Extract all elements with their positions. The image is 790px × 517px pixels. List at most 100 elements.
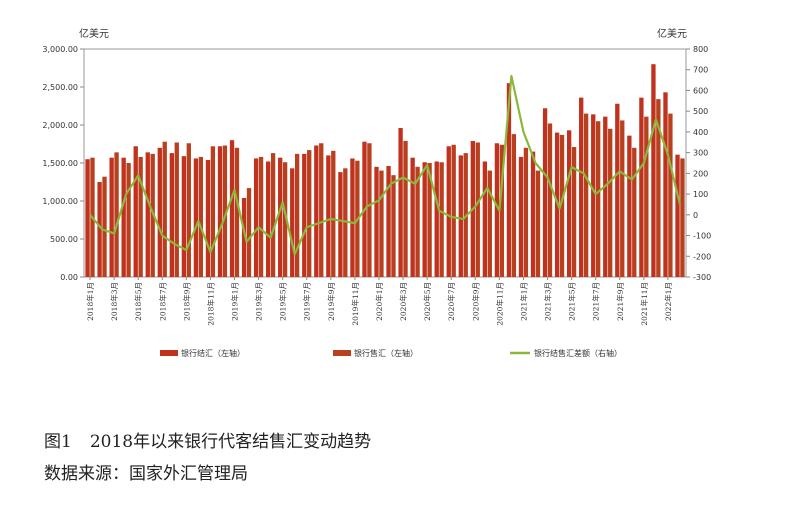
bar-settlement [651, 64, 656, 277]
right-tick-label: 800 [693, 45, 708, 54]
bar-settlement [229, 140, 235, 277]
bar-sales [222, 145, 228, 277]
bar-settlement [205, 159, 211, 277]
bar-settlement [157, 147, 162, 277]
bar-sales [596, 121, 601, 277]
left-tick-label: 500.00 [50, 235, 78, 244]
x-tick-label: 2018年9月 [181, 282, 191, 321]
figure-title: 2018年以来银行代客结售汇变动趋势 [89, 432, 372, 452]
line-series [89, 74, 682, 256]
legend-swatch [333, 350, 351, 356]
legend-label: 银行售汇（左轴） [354, 348, 418, 358]
figure-number: 图1 [44, 432, 72, 452]
bar-sales [415, 166, 420, 277]
bar-sales [367, 143, 372, 277]
bar-settlement [278, 157, 283, 277]
bar-sales [295, 153, 300, 277]
x-tick-label: 2019年7月 [302, 282, 312, 321]
bar-sales [559, 134, 565, 277]
bar-settlement [350, 158, 355, 277]
x-tick-label: 2018年5月 [133, 282, 143, 321]
bar-settlement [603, 116, 608, 277]
left-tick-label: 0.00 [60, 273, 78, 282]
right-tick-label: 200 [693, 169, 708, 178]
chart: 亿美元 亿美元 0.00 500.00 1,000.00 1,500.00 2,000.… [42, 27, 711, 358]
bar-sales [523, 147, 529, 277]
bar-settlement [253, 158, 259, 277]
axes: 亿美元 亿美元 0.00 500.00 1,000.00 1,500.00 2,000.… [42, 27, 711, 326]
bar-sales [150, 153, 155, 277]
bar-sales [391, 175, 396, 277]
bar-sales [451, 144, 456, 277]
x-tick-label: 2021年5月 [567, 282, 577, 321]
bar-settlement [314, 145, 319, 277]
bar-settlement [434, 161, 439, 277]
bar-sales [403, 140, 408, 277]
left-tick-label: 1,000.00 [42, 197, 78, 206]
bar-settlement [615, 103, 620, 277]
x-tick-label: 2021年9月 [615, 282, 625, 321]
bar-settlement [518, 156, 524, 277]
right-tick-label: -200 [693, 252, 711, 261]
bar-settlement [241, 197, 247, 277]
right-tick-label: 700 [693, 66, 708, 75]
bar-settlement [290, 168, 295, 277]
bar-settlement [542, 108, 548, 277]
bar-settlement [181, 156, 187, 277]
bar-sales [162, 141, 167, 277]
bar-sales [427, 163, 432, 277]
bar-settlement [579, 97, 584, 277]
right-tick-label: 100 [693, 190, 708, 199]
bar-sales [307, 150, 312, 277]
right-tick-label: -300 [693, 273, 711, 282]
bar-settlement [217, 146, 223, 277]
bar-settlement [169, 153, 174, 277]
bar-settlement [145, 152, 150, 277]
x-tick-label: 2020年7月 [446, 282, 456, 321]
bar-sales [331, 150, 336, 277]
bar-settlement [398, 128, 403, 277]
bar-sales [234, 147, 240, 277]
bar-series [85, 64, 685, 277]
x-tick-label: 2019年5月 [278, 282, 288, 321]
right-tick-label: 300 [693, 149, 708, 158]
x-tick-label: 2022年1月 [663, 282, 673, 321]
bar-settlement [591, 114, 596, 277]
bar-sales [680, 158, 685, 277]
legend: 银行结汇（左轴） 银行售汇（左轴） 银行结售汇差额（右轴） [160, 348, 622, 358]
bar-sales [547, 123, 553, 277]
x-tick-label: 2021年11月 [639, 282, 649, 326]
left-tick-label: 2,000.00 [42, 121, 78, 130]
bar-settlement [639, 97, 644, 277]
x-tick-label: 2018年7月 [157, 282, 167, 321]
bar-settlement [530, 151, 536, 277]
bar-sales [379, 170, 384, 277]
bar-settlement [627, 135, 632, 277]
bar-sales [511, 134, 517, 277]
x-tick-label: 2019年3月 [254, 282, 264, 321]
x-tick-label: 2020年9月 [470, 282, 480, 321]
bar-settlement [326, 155, 331, 277]
bar-sales [644, 116, 649, 277]
data-source: 数据来源：国家外汇管理局 [44, 464, 248, 484]
legend-item: 银行售汇（左轴） [333, 348, 418, 358]
bar-settlement [133, 146, 138, 277]
bar-sales [656, 99, 661, 277]
x-tick-label: 2020年5月 [422, 282, 432, 321]
x-tick-label: 2019年1月 [230, 282, 240, 321]
left-tick-label: 1,500.00 [42, 159, 78, 168]
bar-sales [499, 144, 505, 277]
bar-sales [319, 143, 324, 277]
bar-sales [258, 156, 264, 277]
bar-settlement [121, 157, 126, 277]
bar-settlement [506, 83, 512, 277]
bar-settlement [374, 166, 379, 277]
right-tick-label: 0 [693, 211, 698, 220]
x-tick-label: 2018年11月 [205, 282, 215, 326]
right-tick-label: 400 [693, 128, 708, 137]
bar-settlement [97, 182, 102, 277]
bar-settlement [566, 130, 572, 277]
x-tick-label: 2020年11月 [494, 282, 504, 326]
bar-settlement [663, 92, 668, 277]
bar-sales [535, 170, 541, 277]
